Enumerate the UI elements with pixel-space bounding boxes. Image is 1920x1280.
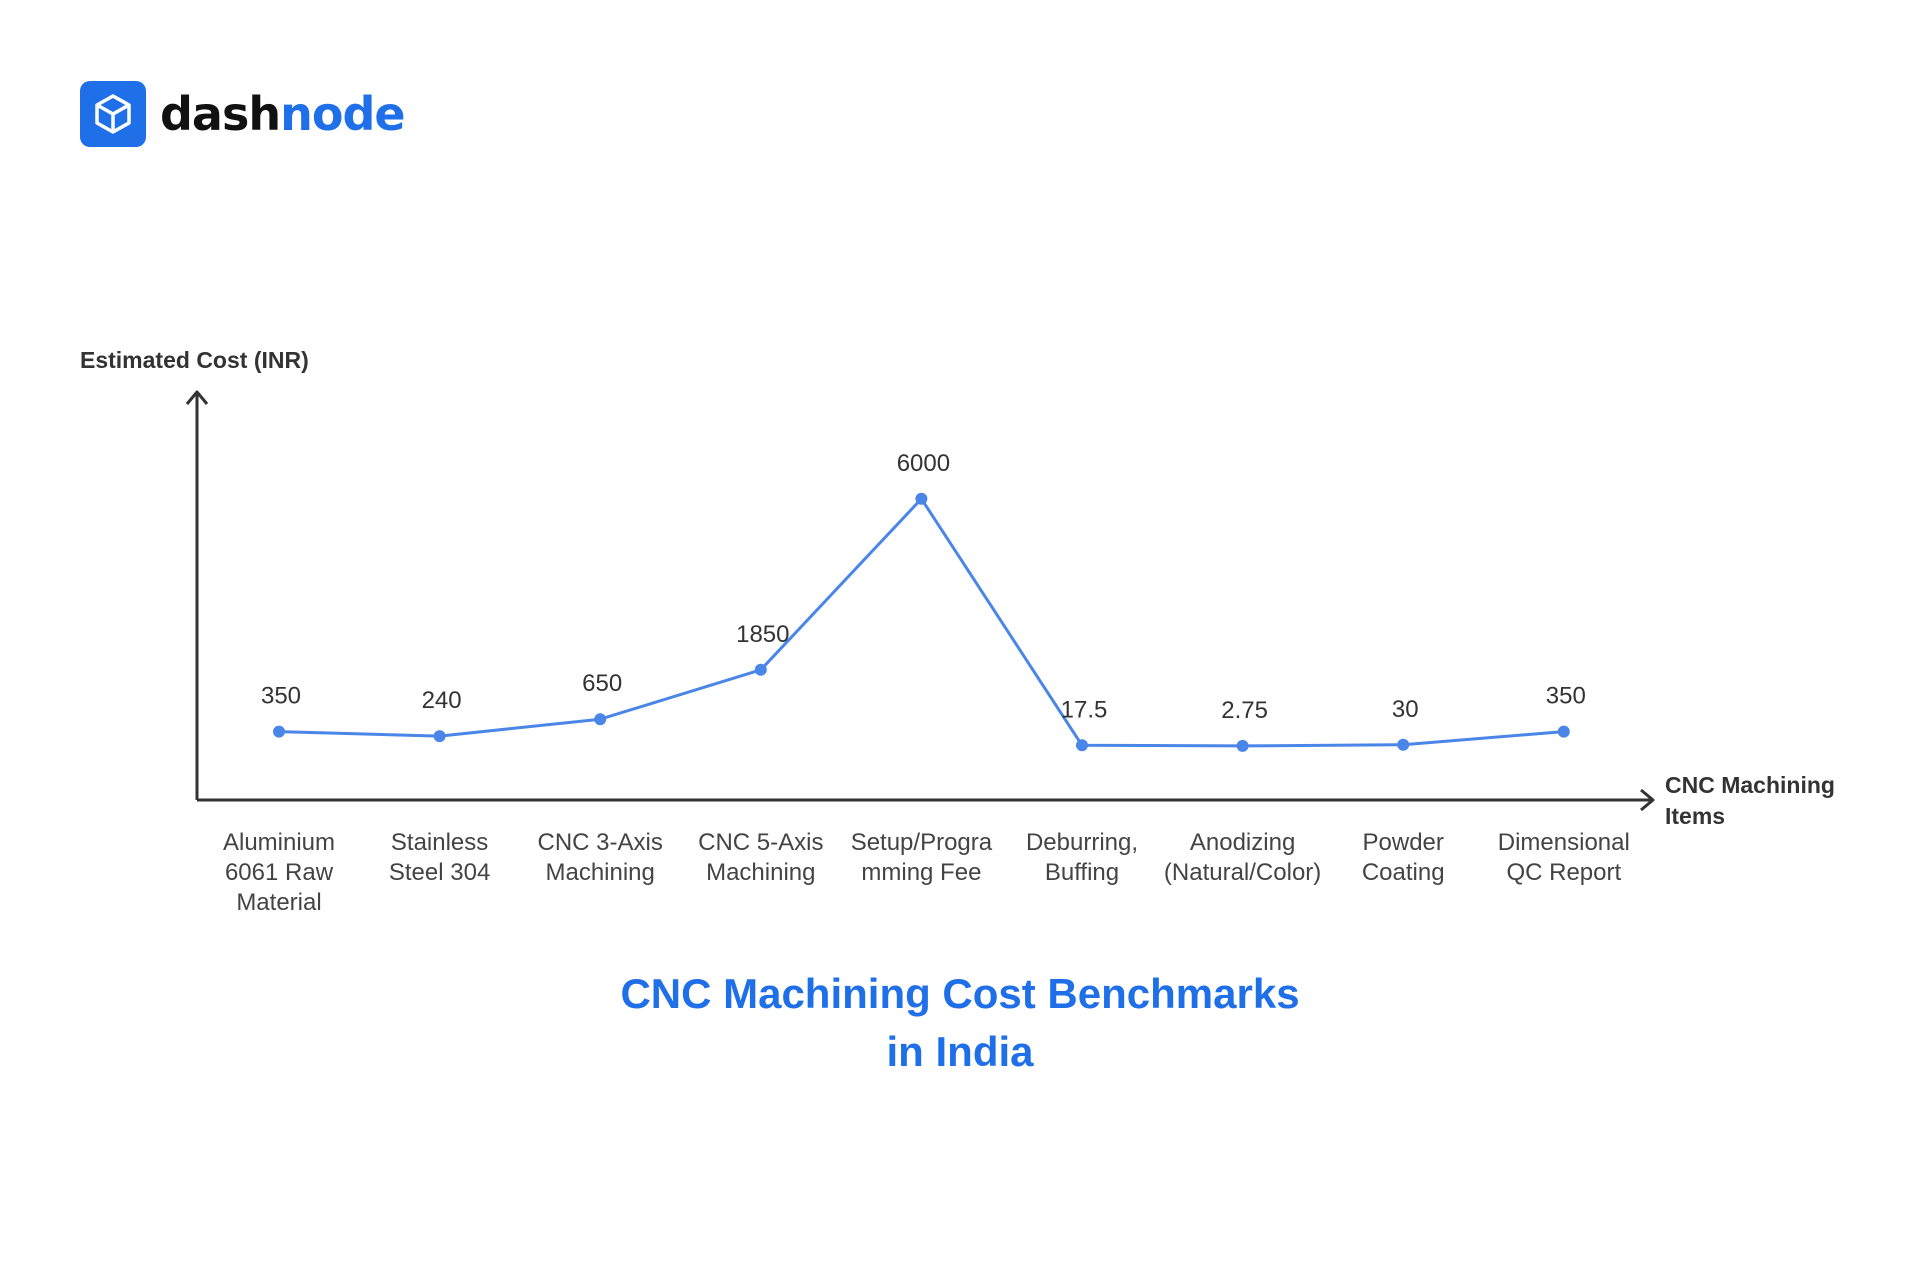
- data-point: [1397, 738, 1410, 751]
- brand-name-part2: node: [280, 87, 405, 141]
- x-tick-label: Setup/Progra mming Fee: [851, 829, 993, 886]
- data-label: 6000: [897, 450, 950, 477]
- x-tick-label: CNC 5-Axis Machining: [698, 829, 823, 886]
- data-point: [1557, 725, 1570, 738]
- chart-axes: [185, 390, 1655, 812]
- data-label: 2.75: [1221, 697, 1268, 724]
- x-tick-label: CNC 3-Axis Machining: [538, 829, 663, 886]
- x-tick-label: Dimensional QC Report: [1498, 829, 1630, 886]
- data-point: [1076, 739, 1088, 752]
- chart-title: CNC Machining Cost Benchmarks in India: [540, 965, 1380, 1081]
- series-group: 350 240 650 1850 6000 17.5 2.75 30 350: [261, 450, 1586, 752]
- data-label: 1850: [736, 621, 789, 648]
- x-axis-label-line1: CNC Machining: [1665, 772, 1835, 798]
- data-label: 240: [422, 687, 462, 714]
- data-label: 350: [1546, 683, 1586, 710]
- y-axis-label: Estimated Cost (INR): [80, 347, 309, 373]
- cube-icon: [80, 81, 146, 147]
- brand-name-part1: dash: [160, 87, 281, 141]
- data-point: [273, 725, 285, 738]
- data-label: 30: [1392, 696, 1419, 723]
- data-point: [433, 730, 446, 743]
- data-label: 350: [261, 683, 301, 710]
- data-label: 17.5: [1061, 696, 1108, 723]
- chart-title-line2: in India: [886, 1028, 1034, 1075]
- brand-logo[interactable]: dashnode: [80, 80, 406, 148]
- x-axis-arrow: [1640, 788, 1655, 812]
- data-point: [915, 492, 928, 505]
- series-line: [278, 497, 1564, 748]
- x-tick-label: Anodizing (Natural/Color): [1164, 829, 1321, 886]
- x-tick-label: Aluminium 6061 Raw Material: [223, 829, 335, 916]
- x-tick-label: Deburring, Buffing: [1026, 829, 1138, 886]
- data-label: 650: [582, 670, 622, 697]
- data-point: [754, 663, 767, 676]
- data-point: [594, 713, 607, 726]
- x-axis-label-line2: Items: [1665, 803, 1725, 829]
- x-tick-label: Powder Coating: [1362, 829, 1445, 886]
- chart-title-line1: CNC Machining Cost Benchmarks: [620, 970, 1300, 1017]
- x-tick-labels: Aluminium 6061 Raw Material Stainless Steel …: [223, 829, 1630, 916]
- data-point: [1236, 739, 1249, 752]
- y-axis-arrow: [185, 390, 209, 405]
- brand-name: dashnode: [160, 87, 406, 141]
- x-axis-label: CNC Machining Items: [1665, 772, 1841, 829]
- x-tick-label: Stainless Steel 304: [389, 829, 490, 886]
